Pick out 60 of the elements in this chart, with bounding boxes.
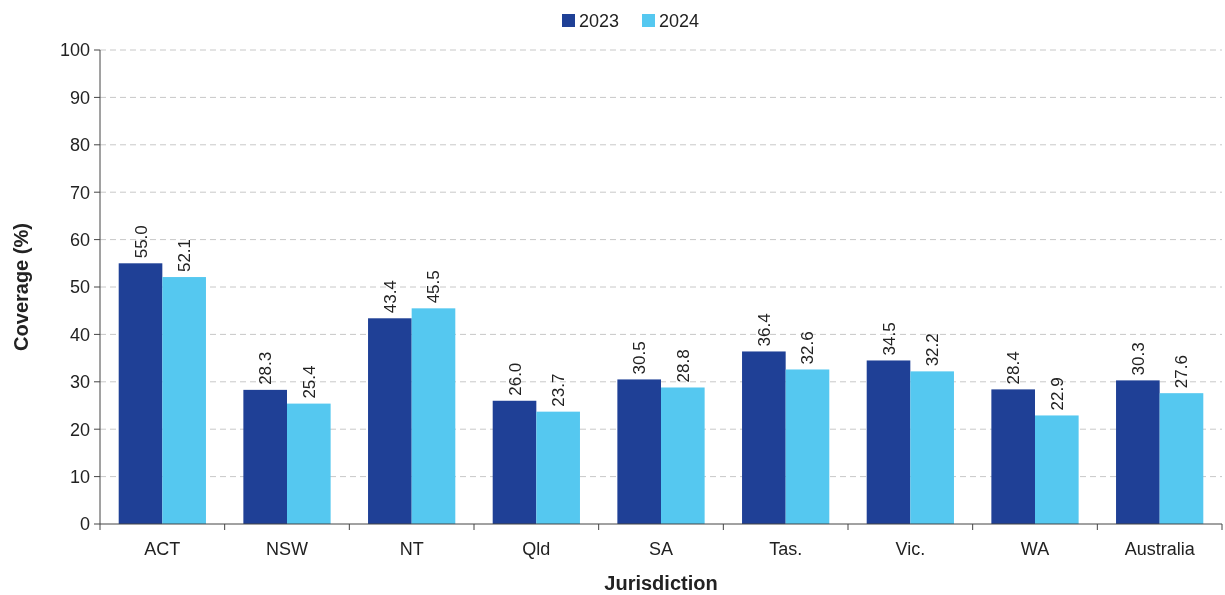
x-tick-label: Tas.: [769, 539, 803, 559]
bar: [742, 351, 786, 524]
y-tick-label: 10: [69, 466, 90, 487]
bar: [1159, 393, 1204, 524]
data-label: 32.6: [798, 331, 818, 365]
y-tick-label: 90: [69, 87, 90, 108]
x-tick-label: NT: [399, 539, 424, 559]
legend-label: 2023: [579, 11, 620, 31]
x-tick-label: ACT: [144, 539, 181, 559]
y-tick-label: 30: [69, 372, 90, 393]
data-label: 28.3: [256, 351, 276, 385]
x-tick-label: WA: [1020, 539, 1050, 559]
bar: [661, 387, 705, 524]
bar: [162, 277, 206, 524]
data-label: 30.5: [630, 341, 650, 375]
bar: [910, 371, 954, 524]
x-axis-title: Jurisdiction: [604, 572, 718, 594]
y-tick-label: 80: [69, 135, 90, 156]
bar: [492, 400, 537, 524]
y-tick-label: 100: [59, 40, 90, 61]
bar: [368, 318, 412, 524]
data-label: 45.5: [424, 270, 444, 304]
bar: [1035, 415, 1079, 524]
data-label: 36.4: [754, 313, 774, 347]
bar: [536, 411, 580, 524]
bar: [617, 379, 661, 524]
data-label: 32.2: [923, 333, 943, 367]
x-tick-label: Vic.: [895, 539, 926, 559]
data-label: 30.3: [1128, 342, 1148, 376]
bar: [243, 389, 287, 524]
bar: [287, 403, 331, 524]
x-tick-label: SA: [648, 539, 674, 559]
data-label: 28.8: [673, 349, 693, 383]
bar: [118, 263, 163, 524]
legend-label: 2024: [659, 11, 700, 31]
bar: [1116, 380, 1160, 524]
bar: [991, 389, 1035, 524]
data-label: 25.4: [299, 365, 319, 399]
data-label: 52.1: [175, 238, 195, 273]
y-axis-title: Coverage (%): [10, 223, 32, 351]
data-label: 55.0: [131, 225, 151, 259]
bar: [785, 369, 830, 524]
y-tick-label: 50: [69, 277, 90, 298]
x-tick-label: Qld: [522, 539, 551, 559]
data-label: 26.0: [505, 362, 525, 396]
bar: [411, 308, 456, 524]
y-tick-label: 70: [69, 182, 90, 203]
data-label: 28.4: [1004, 351, 1024, 385]
y-tick-label: 40: [69, 324, 90, 345]
data-label: 43.4: [380, 280, 400, 314]
data-label: 23.7: [549, 373, 569, 407]
y-tick-label: 60: [69, 229, 90, 250]
x-tick-label: NSW: [266, 539, 308, 559]
data-label: 34.5: [879, 322, 899, 356]
x-tick-label: Australia: [1124, 539, 1196, 559]
y-tick-label: 0: [79, 514, 90, 535]
data-label: 22.9: [1047, 377, 1067, 411]
bar: [866, 360, 911, 524]
y-tick-label: 20: [69, 419, 90, 440]
data-label: 27.6: [1172, 355, 1192, 389]
